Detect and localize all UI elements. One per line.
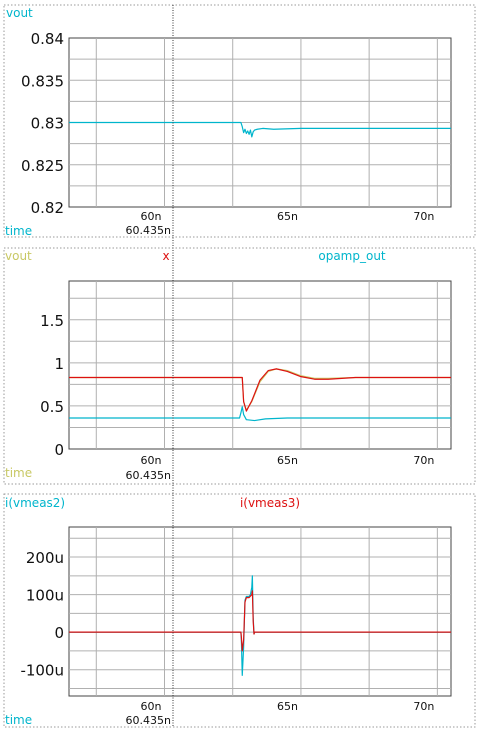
y-tick-label: 0.84 xyxy=(31,30,64,48)
x-axis-label: time xyxy=(5,466,32,480)
plot-panel-3: -100u 0 100u 200u 60n 65n 70n 60.435n time i(vmea… xyxy=(3,493,476,728)
legend-entry[interactable]: opamp_out xyxy=(318,249,386,263)
series-line-vout[interactable] xyxy=(69,121,451,138)
plot-area[interactable] xyxy=(68,280,452,450)
x-tick-label: 65n xyxy=(277,700,298,713)
x-tick-label: 70n xyxy=(413,454,434,467)
x-tick-label: 60n xyxy=(141,700,162,713)
y-tick-label: 0.82 xyxy=(31,199,64,217)
series-line-x[interactable] xyxy=(69,368,451,412)
y-tick-label: 200u xyxy=(26,549,64,567)
y-tick-label: 0.835 xyxy=(21,72,64,90)
y-tick-label: 0 xyxy=(54,441,64,459)
y-tick-label: 1.5 xyxy=(40,312,64,330)
y-tick-label: 0 xyxy=(54,624,64,642)
panel-frame xyxy=(3,493,476,728)
x-axis-label: time xyxy=(5,224,32,238)
y-tick-label: -100u xyxy=(20,662,64,680)
y-tick-label: 0.825 xyxy=(21,157,64,175)
x-axis-label: time xyxy=(5,713,32,727)
cursor-value-label: 60.435n xyxy=(126,714,171,727)
legend-entry[interactable]: x xyxy=(162,249,169,263)
panel-frame xyxy=(3,247,476,485)
cursor-value-label: 60.435n xyxy=(126,224,171,237)
x-tick-label: 70n xyxy=(413,700,434,713)
x-tick-label: 65n xyxy=(277,210,298,223)
y-tick-label: 1 xyxy=(54,355,64,373)
legend-entry[interactable]: vout xyxy=(5,249,32,263)
plot-panel-2: 0 0.5 1 1.5 60n 65n 70n 60.435n time vout x opamp_o… xyxy=(3,247,476,485)
y-tick-label: 0.83 xyxy=(31,115,64,133)
x-tick-label: 65n xyxy=(277,454,298,467)
legend-entry[interactable]: i(vmeas2) xyxy=(5,496,65,510)
y-tick-label: 100u xyxy=(26,587,64,605)
panel-frame xyxy=(3,4,476,238)
plot-panel-1: 0.82 0.825 0.83 0.835 0.84 60n 65n 70n 60.435n ti… xyxy=(3,4,476,238)
legend-entry[interactable]: i(vmeas3) xyxy=(240,496,300,510)
y-tick-label: 0.5 xyxy=(40,398,64,416)
legend-entry[interactable]: vout xyxy=(6,6,33,20)
cursor-value-label: 60.435n xyxy=(126,469,171,482)
x-tick-label: 70n xyxy=(413,210,434,223)
series-line-i-vmeas3[interactable] xyxy=(69,590,451,652)
x-tick-label: 60n xyxy=(141,210,162,223)
x-tick-label: 60n xyxy=(141,454,162,467)
series-line-opamp-out[interactable] xyxy=(69,406,451,422)
plot-area[interactable] xyxy=(68,526,452,697)
